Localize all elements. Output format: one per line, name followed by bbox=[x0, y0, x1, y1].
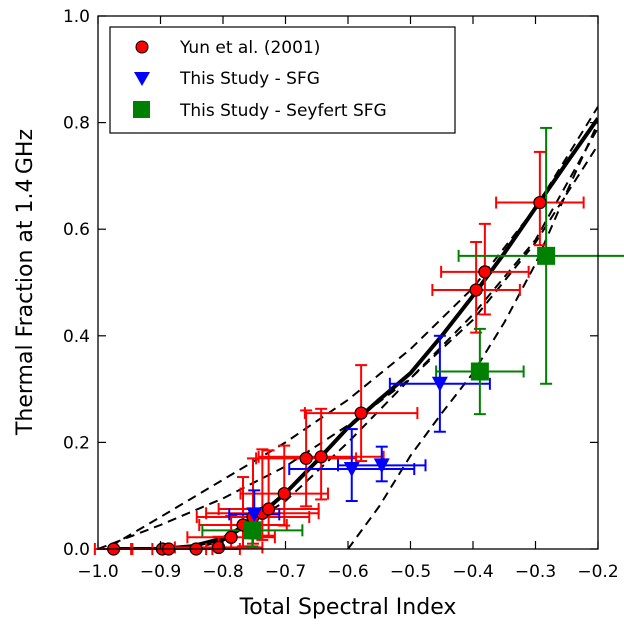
y-axis-title: Thermal Fraction at 1.4 GHz bbox=[13, 129, 38, 436]
legend-label-seyfert: This Study - Seyfert SFG bbox=[179, 101, 387, 121]
y-tick-label: 0.6 bbox=[63, 220, 90, 240]
legend-marker-seyfert bbox=[133, 101, 150, 118]
model-dashed-line bbox=[347, 122, 598, 549]
model-lines bbox=[98, 106, 598, 549]
legend: Yun et al. (2001) This Study - SFG This … bbox=[109, 26, 456, 134]
data-point-sfg bbox=[373, 458, 390, 474]
x-tick-label: −0.7 bbox=[265, 562, 306, 582]
model-dashed-line bbox=[98, 144, 598, 549]
data-point-yun bbox=[224, 530, 238, 544]
data-point-yun bbox=[299, 451, 313, 465]
data-point-seyfert bbox=[470, 362, 489, 381]
y-tick-label: 0.8 bbox=[63, 114, 90, 134]
legend-box bbox=[109, 26, 456, 134]
data-point-yun bbox=[314, 450, 328, 464]
data-point-yun bbox=[533, 195, 547, 210]
error-bars bbox=[93, 126, 624, 555]
legend-label-sfg: This Study - SFG bbox=[179, 69, 320, 89]
x-tick-label: −0.2 bbox=[577, 562, 618, 582]
legend-marker-yun bbox=[135, 40, 149, 54]
data-point-seyfert bbox=[537, 246, 556, 265]
x-tick-label: −0.5 bbox=[390, 562, 431, 582]
legend-marker-sfg bbox=[134, 72, 150, 86]
x-tick-label: −1.0 bbox=[77, 562, 118, 582]
x-tick-label: −0.8 bbox=[202, 562, 243, 582]
data-point-yun bbox=[478, 265, 492, 279]
data-point-yun bbox=[262, 502, 276, 516]
legend-label-yun: Yun et al. (2001) bbox=[179, 38, 320, 58]
x-tick-label: −0.6 bbox=[327, 562, 368, 582]
y-tick-label: 1.0 bbox=[63, 7, 90, 27]
x-tick-label: −0.9 bbox=[140, 562, 181, 582]
x-axis-title: Total Spectral Index bbox=[239, 595, 457, 620]
data-point-yun bbox=[469, 283, 483, 297]
data-point-sfg bbox=[343, 462, 360, 478]
y-tick-label: 0.4 bbox=[63, 327, 90, 347]
y-tick-label: 0.0 bbox=[63, 540, 90, 560]
model-dashed-line bbox=[109, 106, 598, 548]
data-point-yun bbox=[277, 486, 291, 501]
model-dashed-line bbox=[191, 127, 598, 549]
x-tick-label: −0.4 bbox=[452, 562, 493, 582]
axis-ticks: −1.0 −0.9 −0.8 −0.7 −0.6 −0.5 −0.4 −0.3 −0.2 0.0 0… bbox=[63, 7, 619, 582]
x-tick-label: −0.3 bbox=[515, 562, 556, 582]
data-point-sfg bbox=[431, 376, 448, 392]
data-point-sfg bbox=[246, 507, 263, 523]
data-point-yun bbox=[354, 406, 368, 420]
data-point-yun bbox=[212, 540, 226, 555]
model-solid-line bbox=[110, 117, 598, 549]
data-markers bbox=[107, 195, 556, 556]
y-tick-label: 0.2 bbox=[63, 433, 90, 453]
data-point-seyfert bbox=[243, 521, 262, 540]
